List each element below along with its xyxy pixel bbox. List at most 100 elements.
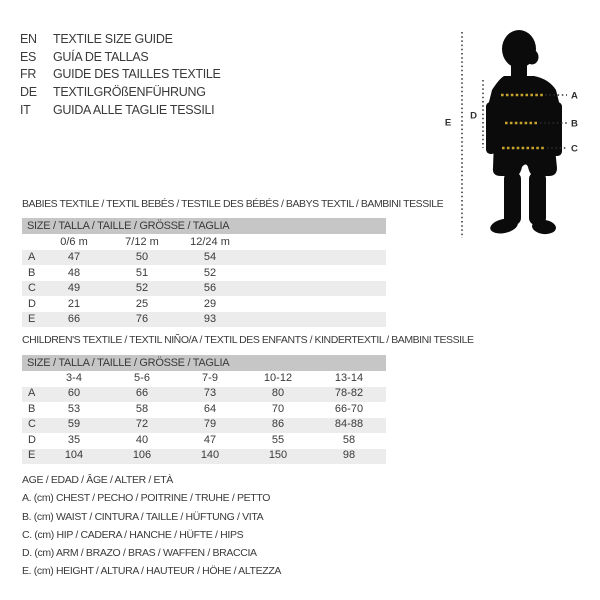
children-value-cell: 72 bbox=[135, 418, 149, 431]
children-value-cell: 58 bbox=[135, 402, 149, 415]
babies-row-label: E bbox=[28, 313, 36, 326]
language-label: GUIDE DES TAILLES TEXTILE bbox=[53, 67, 221, 82]
babies-value-cell: 21 bbox=[67, 297, 81, 310]
children-row-label: C bbox=[28, 418, 36, 431]
children-row-label: A bbox=[28, 387, 36, 400]
legend-waist: B. (cm) WAIST / CINTURA / TAILLE / HÜFTU… bbox=[22, 510, 264, 523]
children-value-cell: 79 bbox=[203, 418, 217, 431]
children-value-cell: 58 bbox=[342, 433, 356, 446]
babies-value-cell: 66 bbox=[67, 313, 81, 326]
language-code: ES bbox=[20, 49, 37, 64]
children-value-cell: 53 bbox=[67, 402, 81, 415]
children-row-label: D bbox=[28, 433, 36, 446]
measure-label-e: E bbox=[445, 118, 451, 129]
language-code: DE bbox=[20, 85, 37, 100]
children-value-cell: 106 bbox=[132, 449, 152, 462]
children-value-cell: 84-88 bbox=[334, 418, 364, 431]
children-value-cell: 60 bbox=[67, 387, 81, 400]
babies-row-label: D bbox=[28, 297, 36, 310]
children-value-cell: 80 bbox=[271, 387, 285, 400]
babies-row-A: A 47 50 54 bbox=[22, 249, 386, 265]
children-row-label: B bbox=[28, 402, 36, 415]
measure-label-c: C bbox=[571, 144, 578, 155]
legend-hip: C. (cm) HIP / CADERA / HANCHE / HÜFTE / … bbox=[22, 528, 244, 541]
children-column-header: 7-9 bbox=[202, 371, 218, 384]
babies-value-cell: 25 bbox=[135, 297, 149, 310]
babies-section-title: BABIES TEXTILE / TEXTIL BEBÉS / TESTILE … bbox=[22, 198, 444, 210]
children-row-D: D 35 40 47 55 58 bbox=[22, 433, 386, 449]
children-value-cell: 55 bbox=[271, 433, 285, 446]
babies-row-E: E 66 76 93 bbox=[22, 311, 386, 327]
children-row-B: B 53 58 64 70 66-70 bbox=[22, 402, 386, 418]
children-value-cell: 140 bbox=[200, 449, 220, 462]
babies-row-D: D 21 25 29 bbox=[22, 296, 386, 312]
language-list: EN TEXTILE SIZE GUIDE ES GUÍA DE TALLAS … bbox=[20, 30, 221, 119]
children-value-cell: 150 bbox=[268, 449, 288, 462]
legend-chest: A. (cm) CHEST / PECHO / POITRINE / TRUHE… bbox=[22, 492, 271, 505]
babies-value-cell: 47 bbox=[67, 251, 81, 264]
babies-value-cell: 93 bbox=[203, 313, 217, 326]
children-value-cell: 70 bbox=[271, 402, 285, 415]
children-value-cell: 98 bbox=[342, 449, 356, 462]
babies-size-header-bar: SIZE / TALLA / TAILLE / GRÖSSE / TAGLIA bbox=[22, 218, 386, 234]
language-row-en: EN TEXTILE SIZE GUIDE bbox=[20, 30, 221, 48]
children-value-cell: 64 bbox=[203, 402, 217, 415]
children-column-header: 13-14 bbox=[334, 371, 364, 384]
babies-value-cell: 51 bbox=[135, 266, 149, 279]
children-section-title: CHILDREN'S TEXTILE / TEXTIL NIÑO/A / TEX… bbox=[22, 334, 474, 346]
children-size-table: SIZE / TALLA / TAILLE / GRÖSSE / TAGLIA … bbox=[22, 355, 386, 464]
children-value-cell: 78-82 bbox=[334, 387, 364, 400]
children-value-cell: 59 bbox=[67, 418, 81, 431]
babies-value-cell: 76 bbox=[135, 313, 149, 326]
children-column-header: 10-12 bbox=[263, 371, 293, 384]
language-row-it: IT GUIDA ALLE TAGLIE TESSILI bbox=[20, 101, 221, 119]
measure-label-d: D bbox=[470, 111, 477, 122]
language-code: FR bbox=[20, 67, 37, 82]
children-column-header: 5-6 bbox=[134, 371, 150, 384]
language-label: GUÍA DE TALLAS bbox=[53, 49, 149, 64]
language-row-es: ES GUÍA DE TALLAS bbox=[20, 48, 221, 66]
children-value-cell: 66-70 bbox=[334, 402, 364, 415]
children-row-label: E bbox=[28, 449, 36, 462]
babies-row-label: B bbox=[28, 266, 36, 279]
babies-value-cell: 50 bbox=[135, 251, 149, 264]
babies-column-header: 0/6 m bbox=[60, 235, 88, 248]
children-column-header-row: 3-4 5-6 7-9 10-12 13-14 bbox=[22, 371, 386, 387]
measure-label-b: B bbox=[571, 119, 578, 130]
children-value-cell: 40 bbox=[135, 433, 149, 446]
babies-column-header: 12/24 m bbox=[190, 235, 230, 248]
babies-column-header-row: 0/6 m 7/12 m 12/24 m bbox=[22, 234, 386, 250]
language-code: IT bbox=[20, 103, 31, 118]
legend-height: E. (cm) HEIGHT / ALTURA / HAUTEUR / HÖHE… bbox=[22, 565, 282, 578]
children-table-body: A 60 66 73 80 78-82 B 53 58 64 70 66-70 C 59 72 79 86 84-… bbox=[22, 386, 386, 464]
children-value-cell: 104 bbox=[64, 449, 84, 462]
babies-row-B: B 48 51 52 bbox=[22, 265, 386, 281]
language-label: TEXTILE SIZE GUIDE bbox=[53, 31, 173, 46]
language-label: TEXTILGRÖßENFÜHRUNG bbox=[53, 85, 206, 100]
children-value-cell: 73 bbox=[203, 387, 217, 400]
legend-arm: D. (cm) ARM / BRAZO / BRAS / WAFFEN / BR… bbox=[22, 547, 257, 560]
legend-age: AGE / EDAD / ÂGE / ALTER / ETÀ bbox=[22, 474, 173, 486]
babies-value-cell: 56 bbox=[203, 282, 217, 295]
babies-size-table: SIZE / TALLA / TAILLE / GRÖSSE / TAGLIA … bbox=[22, 218, 386, 327]
babies-value-cell: 52 bbox=[135, 282, 149, 295]
measurement-legend: AGE / EDAD / ÂGE / ALTER / ETÀ A. (cm) C… bbox=[22, 471, 281, 581]
babies-value-cell: 29 bbox=[203, 297, 217, 310]
language-label: GUIDA ALLE TAGLIE TESSILI bbox=[53, 103, 215, 118]
language-code: EN bbox=[20, 31, 37, 46]
babies-column-header: 7/12 m bbox=[125, 235, 159, 248]
children-row-C: C 59 72 79 86 84-88 bbox=[22, 417, 386, 433]
children-row-E: E 104 106 140 150 98 bbox=[22, 448, 386, 464]
babies-value-cell: 52 bbox=[203, 266, 217, 279]
babies-row-label: A bbox=[28, 251, 36, 264]
babies-value-cell: 54 bbox=[203, 251, 217, 264]
language-row-fr: FR GUIDE DES TAILLES TEXTILE bbox=[20, 66, 221, 84]
children-value-cell: 86 bbox=[271, 418, 285, 431]
children-row-A: A 60 66 73 80 78-82 bbox=[22, 386, 386, 402]
children-column-header: 3-4 bbox=[66, 371, 82, 384]
babies-row-C: C 49 52 56 bbox=[22, 280, 386, 296]
babies-value-cell: 48 bbox=[67, 266, 81, 279]
babies-value-cell: 49 bbox=[67, 282, 81, 295]
children-value-cell: 47 bbox=[203, 433, 217, 446]
